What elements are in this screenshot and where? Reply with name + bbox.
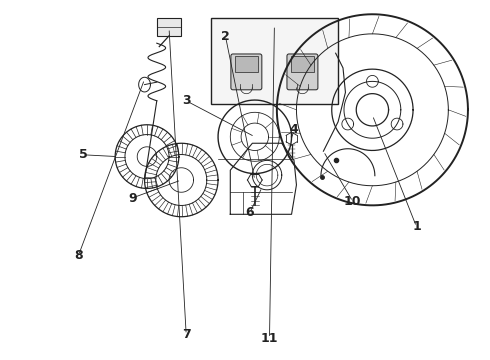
Text: 7: 7 [182, 328, 191, 341]
Text: 6: 6 [245, 206, 254, 219]
Text: 1: 1 [412, 220, 421, 233]
Text: 11: 11 [261, 332, 278, 345]
Text: 3: 3 [182, 94, 191, 107]
Text: 4: 4 [290, 123, 298, 136]
Bar [235, 56, 258, 72]
Text: 2: 2 [221, 30, 230, 42]
Text: 10: 10 [344, 195, 362, 208]
Bar [211, 18, 338, 104]
Text: 9: 9 [128, 192, 137, 204]
Bar [291, 56, 314, 72]
Text: 8: 8 [74, 249, 83, 262]
Text: 5: 5 [79, 148, 88, 161]
Bar [157, 18, 181, 36]
FancyBboxPatch shape [287, 54, 318, 90]
FancyBboxPatch shape [231, 54, 262, 90]
